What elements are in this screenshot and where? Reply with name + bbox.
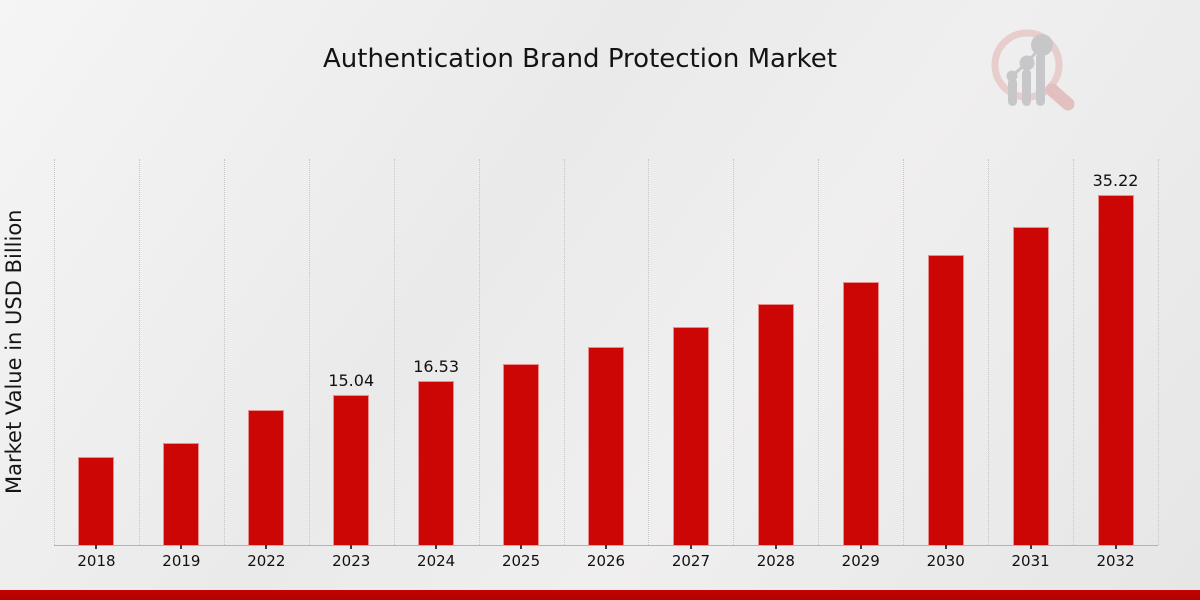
bar-2030 — [927, 254, 964, 545]
y-axis-title: Market Value in USD Billion — [2, 209, 26, 495]
x-axis-tick — [1114, 545, 1117, 549]
x-axis-label: 2024 — [417, 552, 456, 570]
bar-value-label: 15.04 — [328, 371, 375, 391]
x-axis-label: 2025 — [501, 552, 541, 570]
x-axis-label: 2029 — [841, 552, 880, 570]
x-axis-tick — [265, 545, 268, 549]
magnifier-bar-chart-logo-icon — [991, 29, 1075, 111]
bar-2028 — [757, 304, 794, 545]
x-axis-labels: 2018 2019 2022 2023 2024 2025 2026 2027 2028 2029… — [54, 546, 1158, 574]
plot-area: 15.04 16.53 35.22 — [54, 159, 1159, 549]
x-axis-tick — [774, 545, 777, 549]
gridline — [648, 159, 650, 545]
gridline — [818, 159, 820, 545]
x-axis-tick — [605, 545, 607, 549]
bar-value-label: 16.53 — [413, 356, 460, 376]
gridline — [478, 159, 480, 545]
bar-2022 — [248, 409, 285, 545]
bar-2025 — [503, 363, 540, 545]
x-axis-tick — [95, 545, 98, 549]
x-axis-tick — [435, 545, 438, 549]
bar-2031 — [1012, 226, 1049, 545]
x-axis-label: 2019 — [162, 552, 201, 570]
bar-value-label: 35.22 — [1092, 170, 1139, 190]
gridline — [138, 159, 140, 545]
x-axis-label: 2027 — [671, 552, 711, 570]
gridline — [903, 159, 905, 545]
gridline — [223, 159, 225, 545]
gridline — [733, 159, 735, 545]
gridline — [1158, 159, 1159, 545]
x-axis-tick — [944, 545, 947, 549]
x-axis-tick — [689, 545, 692, 549]
x-axis-label: 2023 — [332, 552, 371, 570]
x-axis-tick — [520, 545, 523, 549]
gridline — [54, 159, 55, 545]
bar-2024 — [418, 380, 455, 545]
bar-2019 — [163, 442, 200, 545]
gridline — [988, 159, 990, 545]
x-axis-label: 2031 — [1011, 552, 1050, 570]
bar-2029 — [842, 282, 879, 545]
x-axis-label: 2030 — [926, 552, 965, 570]
x-axis-tick — [350, 545, 353, 549]
chart-title: Authentication Brand Protection Market — [322, 44, 837, 74]
bar-2026 — [588, 347, 624, 545]
bar-2023 — [333, 395, 370, 545]
x-axis-label: 2026 — [586, 552, 626, 570]
gridline — [563, 159, 565, 545]
x-axis-label: 2032 — [1096, 552, 1135, 570]
bar-2032 — [1097, 194, 1134, 545]
x-axis-tick — [1029, 545, 1032, 549]
bar-2018 — [78, 457, 115, 545]
x-axis-tick — [859, 545, 862, 549]
bar-2027 — [672, 327, 709, 545]
footer-accent-bar — [0, 590, 1200, 600]
gridline — [393, 159, 395, 545]
x-axis-tick — [180, 545, 183, 549]
gridline — [1073, 159, 1075, 545]
x-axis-label: 2018 — [77, 552, 116, 570]
x-axis-label: 2028 — [756, 552, 795, 570]
gridline — [308, 159, 310, 545]
x-axis-label: 2022 — [247, 552, 286, 570]
